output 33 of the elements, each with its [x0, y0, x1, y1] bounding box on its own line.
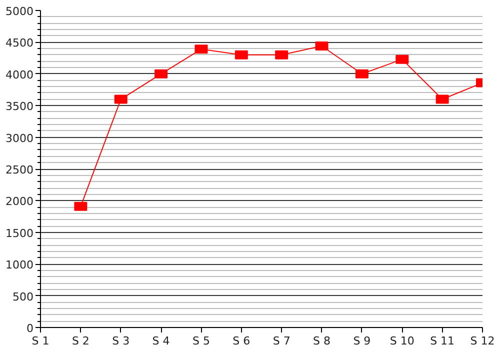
x-tick-label: S 12 [470, 334, 495, 348]
x-tick-label: S 4 [152, 334, 170, 348]
x-tick-label: S 3 [112, 334, 130, 348]
x-tick-label: S 7 [272, 334, 290, 348]
point [396, 54, 409, 64]
point [355, 69, 368, 78]
y-tick-label: 0 [26, 322, 34, 335]
x-tick-label: S 5 [192, 334, 210, 348]
point [234, 50, 248, 60]
point [315, 42, 328, 51]
point [436, 94, 449, 104]
point [194, 44, 208, 54]
x-tick-label: S 2 [72, 334, 90, 348]
x-tick-label: S 6 [232, 334, 250, 348]
point [74, 202, 88, 211]
x-tick-label: S 9 [353, 334, 371, 348]
y-tick-label: 2000 [6, 195, 34, 208]
y-tick-label: 500 [12, 290, 34, 304]
y-tick-label: 1500 [6, 226, 34, 240]
point [154, 69, 168, 78]
y-tick-label: 4500 [6, 36, 34, 50]
x-tick-label: S 1 [32, 334, 50, 348]
x-tick-label: S 8 [313, 334, 331, 348]
x-tick-label: S 10 [390, 334, 414, 348]
y-tick-label: 4000 [6, 68, 34, 82]
y-tick-label: 5000 [6, 5, 34, 18]
x-tick-label: S 11 [430, 334, 455, 348]
point [275, 50, 288, 60]
y-tick-label: 3500 [6, 100, 34, 114]
y-tick-label: 1000 [6, 258, 34, 272]
point [114, 94, 128, 104]
y-tick-label: 2500 [6, 164, 34, 176]
y-tick-label: 3000 [6, 132, 34, 145]
